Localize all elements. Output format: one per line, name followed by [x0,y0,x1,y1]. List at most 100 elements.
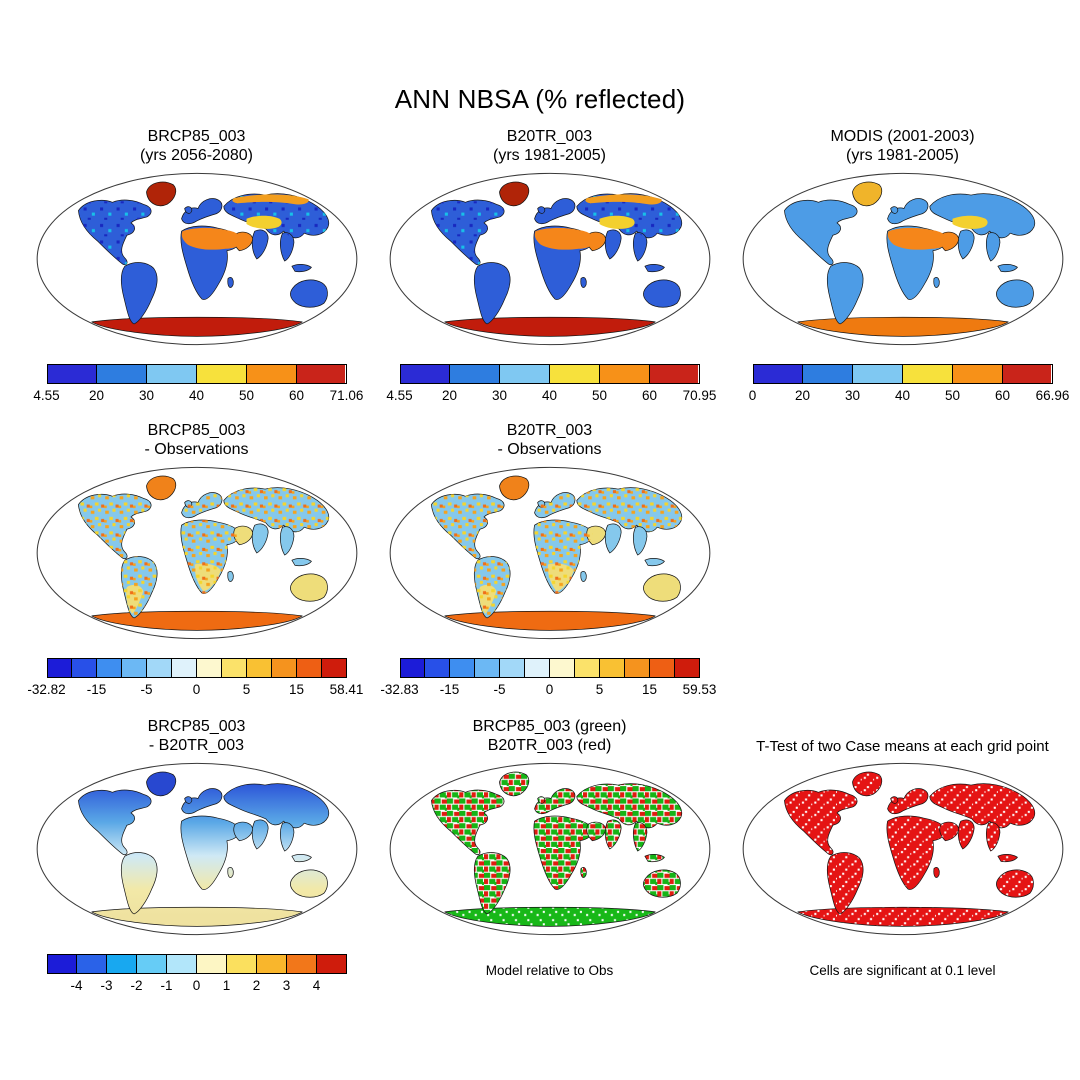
colorbar-tick-label: -15 [86,682,107,697]
panel-title-line1: BRCP85_003 [147,717,246,735]
panel-title-line1: MODIS (2001-2003) [830,127,975,145]
colorbar-cell [450,365,501,383]
colorbar-cells [752,364,1053,384]
colorbar-cell [525,659,551,677]
colorbar-tick-label: 4.55 [33,388,60,403]
colorbar-tick-label: -5 [493,682,506,697]
colorbar-tick-label: 30 [491,388,508,403]
panel-title-line2: - B20TR_003 [148,737,245,755]
figure-title: ANN NBSA (% reflected) [394,84,686,114]
colorbar-cell [172,659,198,677]
colorbar-cell [271,659,297,677]
colorbar-cell [77,955,108,973]
colorbar-cell [550,659,575,677]
colorbar-labels: 4.55 20 30 40 50 60 70.95 [386,388,716,406]
colorbar-cell [246,365,297,383]
madagascar [579,276,587,289]
row-difference-and-significance: BRCP85_003 - B20TR_003 [20,716,1079,996]
colorbar-cell [122,659,148,677]
colorbar-cell [321,659,346,677]
colorbar-tick-label: -32.82 [27,682,66,697]
panel-title: BRCP85_003 (green) B20TR_003 (red) [473,716,627,756]
colorbar-labels: -32.83 -15 -5 0 5 15 59.53 [380,682,716,700]
colorbar-cell [425,659,451,677]
panel-title: BRCP85_003 - B20TR_003 [148,716,246,756]
colorbar-cell [450,659,476,677]
madagascar [226,570,234,583]
colorbar-tick-label: 20 [441,388,458,403]
madagascar [226,276,234,289]
panel-modis: MODIS (2001-2003) (yrs 1981-2005) [726,126,1079,406]
panel-title-line1: BRCP85_003 (green) [472,717,627,735]
colorbar-labels: -4 -3 -2 -1 0 1 2 3 4 [47,978,347,996]
colorbar-tick-label: -3 [100,978,113,993]
colorbar-cell [1002,365,1052,383]
colorbar-tick-label: -4 [70,978,83,993]
colorbar-tick-label: 40 [188,388,205,403]
row-bias-maps: BRCP85_003 - Observations [20,420,1079,700]
panel-title-line2: - Observations [144,441,249,459]
panel-title: BRCP85_003 - Observations [144,420,248,460]
colorbar-tick-label: 59.53 [682,682,717,697]
madagascar [579,570,587,583]
panel-ttest: T-Test of two Case means at each grid po… [726,716,1079,996]
colorbar-tick-label: 58.41 [329,682,364,697]
colorbar-tick-label: 71.06 [329,388,364,403]
colorbar-cells [46,364,347,384]
colorbar-cell [97,365,148,383]
colorbar-cell [853,365,903,383]
colorbar-cell [500,365,550,383]
colorbar-tick-label: 0 [192,978,201,993]
panel-title-line2: - Observations [497,441,602,459]
colorbar-tick-label: 60 [641,388,658,403]
colorbar-tick-label: 20 [794,388,811,403]
colorbar-cells [399,364,700,384]
colorbar-cell [197,955,227,973]
madagascar [932,276,940,289]
colorbar-tick-label: 5 [595,682,604,697]
colorbar-cell [196,365,247,383]
panel-title: B20TR_003 - Observations [497,420,601,460]
colorbar-tick-label: 50 [944,388,961,403]
map-b20tr [389,172,710,346]
panel-title: MODIS (2001-2003) (yrs 1981-2005) [830,126,974,166]
map-brcp85-minus-obs [36,466,357,640]
colorbar-tick-label: 60 [994,388,1011,403]
map-brcp85-minus-b20tr [36,762,357,936]
colorbar-cell [137,955,168,973]
panel-brcp85-minus-obs: BRCP85_003 - Observations [20,420,373,700]
colorbar-labels: -32.82 -15 -5 0 5 15 58.41 [27,682,363,700]
panel-b20tr: B20TR_003 (yrs 1981-2005) [373,126,726,406]
row-albedo-maps: BRCP85_003 (yrs 2056-2080) [20,126,1079,406]
panel-title-line2: B20TR_003 (red) [487,737,612,755]
panel-title-line1: B20TR_003 [506,421,593,439]
madagascar [226,866,234,879]
colorbar-cell [97,659,123,677]
colorbar-cell [599,365,650,383]
colorbar-cell [197,659,222,677]
colorbar-cell [167,955,198,973]
panel-title-line1: BRCP85_003 [147,127,246,145]
colorbar-tick-label: -2 [130,978,143,993]
panel-title: B20TR_003 (yrs 1981-2005) [493,126,606,166]
colorbar-cell [296,365,346,383]
colorbar-labels: 4.55 20 30 40 50 60 71.06 [33,388,363,406]
colorbar-cell [475,659,501,677]
colorbar-cell [147,659,173,677]
colorbar-tick-label: -32.83 [380,682,419,697]
colorbar-cell [500,659,526,677]
madagascar [579,866,587,879]
panel-b20tr-minus-obs: B20TR_003 - Observations [373,420,726,700]
map-brcp85 [36,172,357,346]
colorbar-tick-label: 66.96 [1035,388,1070,403]
map-ttest [742,762,1063,936]
colorbar-brcp85-minus-b20tr: -4 -3 -2 -1 0 1 2 3 4 [46,954,347,996]
colorbar-brcp85: 4.55 20 30 40 50 60 71.06 [33,364,363,406]
colorbar-tick-label: 1 [222,978,231,993]
colorbar-modis: 0 20 30 40 50 60 66.96 [749,364,1070,406]
colorbar-labels: 0 20 30 40 50 60 66.96 [749,388,1070,406]
colorbar-cell [803,365,854,383]
colorbar-tick-label: 30 [844,388,861,403]
colorbar-tick-label: 30 [138,388,155,403]
colorbar-cell [47,365,98,383]
